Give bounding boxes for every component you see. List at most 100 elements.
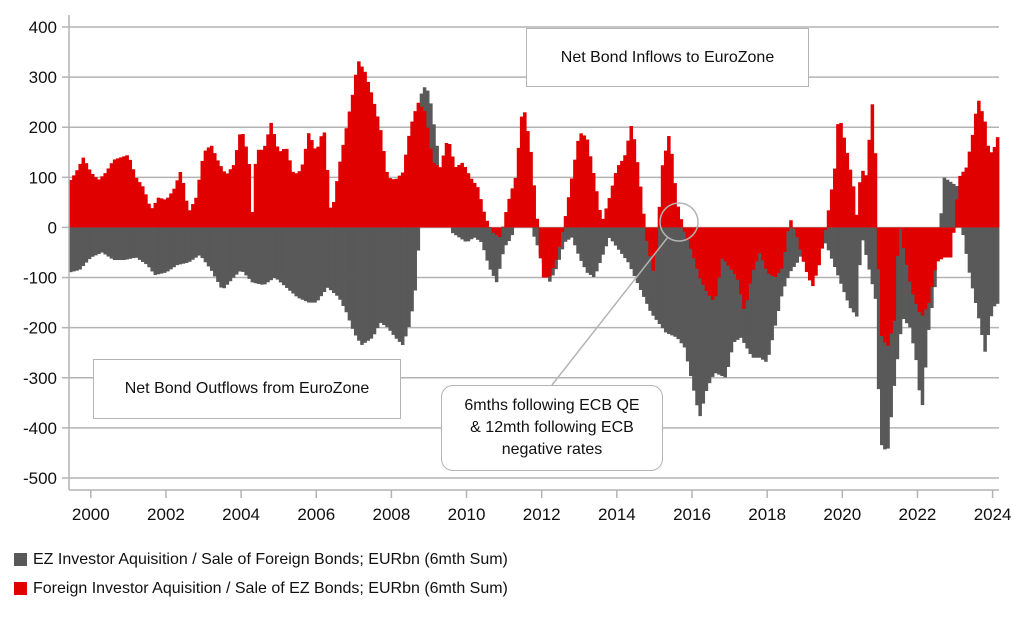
bar (620, 160, 624, 228)
bar (472, 182, 477, 228)
bar (297, 171, 302, 228)
bar (670, 227, 674, 336)
bar (588, 156, 593, 228)
bar (557, 227, 562, 247)
bar (372, 227, 377, 335)
bar (770, 227, 774, 341)
bar (281, 227, 286, 286)
bar (629, 227, 634, 270)
bar (335, 227, 339, 296)
bar (698, 227, 702, 279)
bar (560, 227, 565, 250)
bar (854, 214, 859, 228)
bar (382, 227, 386, 326)
bar (654, 227, 659, 320)
bar (723, 227, 727, 378)
bar (510, 188, 515, 228)
bar (266, 134, 270, 228)
bar (466, 173, 471, 228)
bar (635, 227, 640, 283)
bar (570, 178, 574, 228)
callout-line-1: 6mths following ECB QE (464, 397, 640, 414)
bar (397, 175, 402, 228)
bar (695, 227, 699, 269)
x-tick-label: 2006 (297, 505, 335, 524)
bar (585, 227, 590, 273)
bar (128, 159, 133, 228)
bar (84, 227, 89, 263)
bar (726, 227, 731, 367)
bar (285, 227, 289, 288)
bar (792, 227, 796, 229)
bar (72, 175, 76, 228)
bar (786, 227, 790, 279)
bar (253, 163, 258, 228)
bar (269, 122, 273, 228)
x-axis-ticks: 2000 2002 2004 2006 2008 2010 2012 2014 2016 2018… (72, 490, 1012, 524)
bar (306, 227, 311, 303)
bar (679, 227, 684, 344)
x-tick-label: 2004 (222, 505, 260, 524)
bar (181, 227, 186, 264)
bar (141, 186, 145, 228)
bar (366, 81, 371, 228)
bar (745, 227, 749, 301)
bar (836, 124, 840, 228)
bar (482, 211, 486, 228)
bar (141, 227, 145, 262)
bar (463, 166, 468, 228)
bar (360, 227, 364, 345)
bar (338, 161, 342, 228)
bar (939, 227, 944, 260)
bar (955, 199, 959, 228)
bar (958, 175, 962, 228)
bar (570, 227, 574, 238)
bar (103, 227, 107, 255)
x-tick-label: 2010 (448, 505, 486, 524)
bar (848, 227, 853, 309)
bar (964, 227, 969, 254)
bar (81, 157, 86, 228)
bar (983, 227, 987, 352)
bar (585, 139, 590, 228)
bar (717, 227, 721, 278)
bar (479, 199, 483, 228)
inflows-annotation-text: Net Bond Inflows to EuroZone (560, 48, 775, 66)
bar (735, 227, 740, 340)
bar (864, 227, 868, 255)
bar (867, 139, 872, 228)
callout-circle (659, 202, 699, 242)
bar (241, 227, 245, 272)
bar (288, 160, 292, 228)
bar (876, 227, 881, 270)
bar (604, 227, 608, 247)
bar (842, 137, 846, 228)
bar (629, 126, 634, 228)
bar (579, 133, 583, 228)
inflows-annotation: Net Bond Inflows to EuroZone (526, 28, 809, 87)
bar (285, 148, 289, 228)
bar (122, 156, 126, 228)
bar (648, 227, 652, 311)
bar (125, 227, 129, 260)
bar (244, 146, 248, 228)
callout-leader-line (551, 236, 669, 386)
bar (789, 220, 793, 228)
bar (90, 227, 95, 257)
bar (970, 227, 975, 289)
bar (469, 178, 474, 228)
bar (767, 227, 771, 355)
bar (839, 227, 843, 284)
bar (601, 218, 605, 228)
bar (770, 227, 774, 276)
bar (548, 227, 552, 277)
bar (516, 147, 521, 228)
bar (497, 227, 502, 237)
bar (385, 227, 389, 328)
bar (858, 227, 862, 266)
bar (260, 227, 264, 285)
bar (663, 227, 668, 333)
bar (225, 173, 230, 228)
bar (288, 227, 292, 291)
legend-swatch-red (14, 582, 27, 595)
